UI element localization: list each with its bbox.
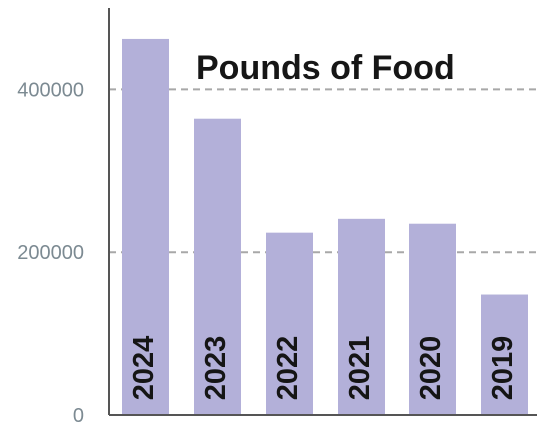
- axis-layer: 0 200000 400000: [17, 8, 537, 425]
- bar-label: 2023: [200, 336, 232, 401]
- bar: [338, 218, 385, 415]
- y-tick-label: 0: [73, 405, 84, 425]
- bar: [122, 38, 169, 415]
- bar: [481, 294, 528, 415]
- grid-layer: [109, 88, 537, 254]
- bars-layer: [122, 38, 528, 415]
- bar-label: 2020: [415, 336, 447, 401]
- title-layer: Pounds of Food: [196, 49, 455, 87]
- chart-title: Pounds of Food: [196, 49, 455, 87]
- y-tick-label: 200000: [17, 242, 84, 264]
- bar: [409, 223, 456, 415]
- bar: [194, 118, 241, 415]
- labels-layer: 2024 2023 2022 2021 2020 2019: [128, 336, 519, 401]
- bar: [266, 232, 313, 415]
- bar-label: 2021: [344, 336, 376, 401]
- bar-label: 2024: [128, 336, 160, 401]
- y-tick-label: 400000: [17, 79, 84, 101]
- bar-label: 2022: [272, 336, 304, 401]
- bar-label: 2019: [487, 336, 519, 401]
